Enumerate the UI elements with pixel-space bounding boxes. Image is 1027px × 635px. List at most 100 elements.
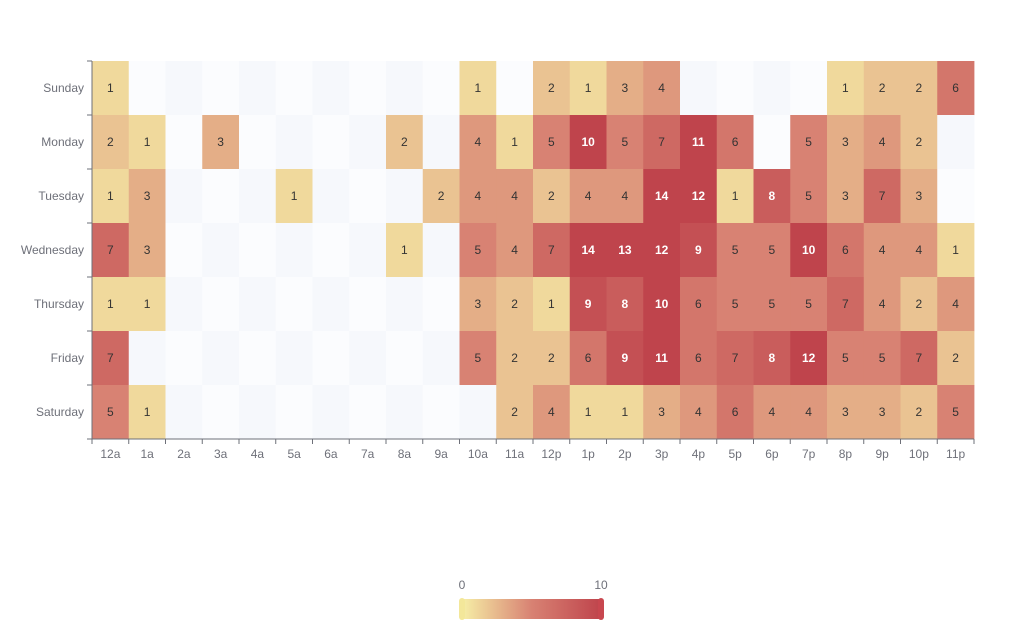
heatmap-cell[interactable] xyxy=(128,331,166,386)
heatmap-cell[interactable] xyxy=(128,277,166,332)
heatmap-cell[interactable] xyxy=(569,223,607,278)
heatmap-cell[interactable] xyxy=(606,223,644,278)
heatmap-cell[interactable] xyxy=(349,61,387,116)
heatmap-cell[interactable] xyxy=(92,385,130,440)
heatmap-cell[interactable] xyxy=(900,277,938,332)
heatmap-cell[interactable] xyxy=(165,331,203,386)
heatmap-cell[interactable] xyxy=(202,223,240,278)
heatmap-cell[interactable] xyxy=(606,169,644,224)
heatmap-cell[interactable] xyxy=(863,277,901,332)
heatmap-cell[interactable] xyxy=(716,277,754,332)
heatmap-cell[interactable] xyxy=(202,115,240,170)
heatmap-cell[interactable] xyxy=(386,169,424,224)
heatmap-cell[interactable] xyxy=(459,331,497,386)
heatmap-cell[interactable] xyxy=(128,223,166,278)
heatmap-cell[interactable] xyxy=(680,385,718,440)
heatmap-cell[interactable] xyxy=(496,331,534,386)
heatmap-cell[interactable] xyxy=(496,385,534,440)
heatmap-cell[interactable] xyxy=(128,385,166,440)
heatmap-cell[interactable] xyxy=(827,277,865,332)
heatmap-cell[interactable] xyxy=(569,277,607,332)
heatmap-cell[interactable] xyxy=(165,115,203,170)
heatmap-cell[interactable] xyxy=(753,61,791,116)
heatmap-cell[interactable] xyxy=(643,61,681,116)
heatmap-cell[interactable] xyxy=(386,277,424,332)
heatmap-cell[interactable] xyxy=(275,277,313,332)
heatmap-cell[interactable] xyxy=(900,115,938,170)
heatmap-cell[interactable] xyxy=(569,385,607,440)
heatmap-cell[interactable] xyxy=(349,115,387,170)
heatmap-cell[interactable] xyxy=(275,61,313,116)
heatmap-cell[interactable] xyxy=(459,115,497,170)
heatmap-cell[interactable] xyxy=(863,61,901,116)
heatmap-cell[interactable] xyxy=(827,115,865,170)
heatmap-cell[interactable] xyxy=(569,169,607,224)
heatmap-cell[interactable] xyxy=(312,61,350,116)
heatmap-cell[interactable] xyxy=(459,385,497,440)
heatmap-cell[interactable] xyxy=(533,277,571,332)
heatmap-cell[interactable] xyxy=(128,169,166,224)
heatmap-cell[interactable] xyxy=(680,331,718,386)
heatmap-cell[interactable] xyxy=(753,169,791,224)
heatmap-cell[interactable] xyxy=(349,223,387,278)
heatmap-cell[interactable] xyxy=(459,61,497,116)
heatmap-cell[interactable] xyxy=(533,115,571,170)
heatmap-cell[interactable] xyxy=(643,115,681,170)
heatmap-cell[interactable] xyxy=(422,223,460,278)
heatmap-cell[interactable] xyxy=(349,385,387,440)
heatmap-cell[interactable] xyxy=(937,385,975,440)
heatmap-cell[interactable] xyxy=(92,169,130,224)
heatmap-cell[interactable] xyxy=(827,61,865,116)
heatmap-cell[interactable] xyxy=(716,61,754,116)
heatmap-cell[interactable] xyxy=(386,115,424,170)
heatmap-cell[interactable] xyxy=(643,385,681,440)
heatmap-cell[interactable] xyxy=(92,277,130,332)
heatmap-cell[interactable] xyxy=(275,223,313,278)
heatmap-cell[interactable] xyxy=(202,61,240,116)
heatmap-cell[interactable] xyxy=(349,277,387,332)
heatmap-cell[interactable] xyxy=(900,331,938,386)
heatmap-cell[interactable] xyxy=(680,115,718,170)
heatmap-cell[interactable] xyxy=(827,385,865,440)
heatmap-cell[interactable] xyxy=(937,115,975,170)
heatmap-cell[interactable] xyxy=(937,169,975,224)
heatmap-cell[interactable] xyxy=(422,385,460,440)
heatmap-cell[interactable] xyxy=(128,115,166,170)
heatmap-cell[interactable] xyxy=(422,61,460,116)
heatmap-cell[interactable] xyxy=(202,385,240,440)
heatmap-cell[interactable] xyxy=(643,223,681,278)
heatmap-cell[interactable] xyxy=(569,61,607,116)
heatmap-cell[interactable] xyxy=(312,331,350,386)
heatmap-cell[interactable] xyxy=(459,277,497,332)
heatmap-cell[interactable] xyxy=(937,61,975,116)
heatmap-cell[interactable] xyxy=(753,223,791,278)
heatmap-cell[interactable] xyxy=(312,385,350,440)
heatmap-cell[interactable] xyxy=(533,331,571,386)
visual-map-max-handle[interactable] xyxy=(598,598,604,620)
heatmap-cell[interactable] xyxy=(790,385,828,440)
heatmap-cell[interactable] xyxy=(312,223,350,278)
heatmap-cell[interactable] xyxy=(165,223,203,278)
heatmap-cell[interactable] xyxy=(275,115,313,170)
heatmap-cell[interactable] xyxy=(239,331,277,386)
heatmap-cell[interactable] xyxy=(422,115,460,170)
heatmap-cell[interactable] xyxy=(753,277,791,332)
heatmap-cell[interactable] xyxy=(863,331,901,386)
heatmap-cell[interactable] xyxy=(790,223,828,278)
heatmap-cell[interactable] xyxy=(496,169,534,224)
heatmap-cell[interactable] xyxy=(239,223,277,278)
heatmap-cell[interactable] xyxy=(92,61,130,116)
heatmap-cell[interactable] xyxy=(753,115,791,170)
heatmap-cell[interactable] xyxy=(569,331,607,386)
heatmap-cell[interactable] xyxy=(900,223,938,278)
heatmap-cell[interactable] xyxy=(496,61,534,116)
heatmap-cell[interactable] xyxy=(716,223,754,278)
heatmap-cell[interactable] xyxy=(275,169,313,224)
heatmap-cell[interactable] xyxy=(496,277,534,332)
heatmap-cell[interactable] xyxy=(680,169,718,224)
heatmap-cell[interactable] xyxy=(680,277,718,332)
heatmap-cell[interactable] xyxy=(606,385,644,440)
heatmap-cell[interactable] xyxy=(716,115,754,170)
heatmap-cell[interactable] xyxy=(606,61,644,116)
heatmap-cell[interactable] xyxy=(937,277,975,332)
